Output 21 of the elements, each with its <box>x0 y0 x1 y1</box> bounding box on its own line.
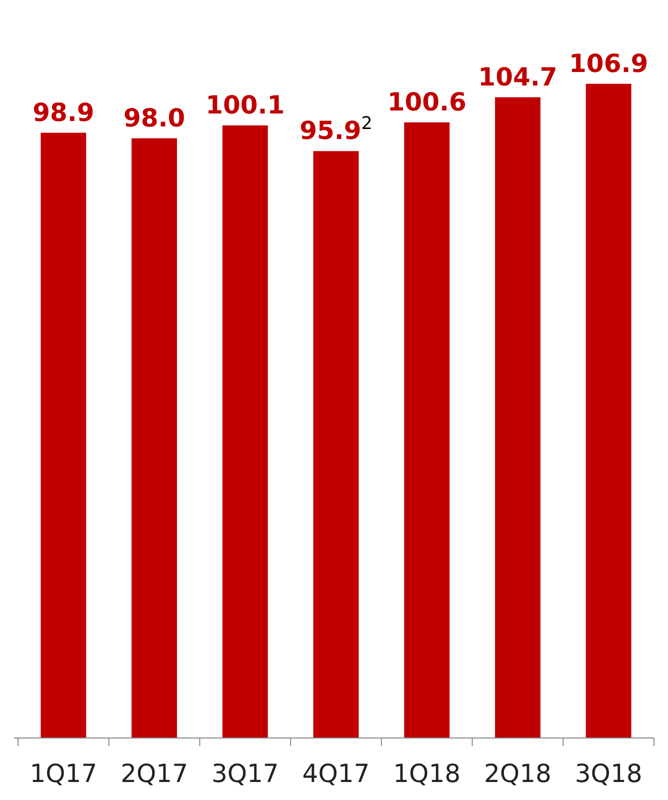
x-tick-label: 1Q18 <box>393 759 461 788</box>
data-label: 98.0 <box>123 103 186 132</box>
data-label: 98.9 <box>32 98 94 127</box>
x-tick-label: 4Q17 <box>302 759 370 788</box>
bar <box>40 132 86 738</box>
bar <box>586 84 632 738</box>
data-label: 95.9$^{2}$ <box>300 114 372 146</box>
data-label: 106.9 <box>569 48 648 78</box>
x-tick-label: 3Q17 <box>211 759 279 788</box>
data-label: 100.6 <box>387 87 466 116</box>
bar <box>222 125 268 738</box>
x-tick-label: 2Q17 <box>120 759 188 788</box>
x-tick-label: 3Q18 <box>574 759 642 788</box>
x-tick-label: 2Q18 <box>484 759 552 788</box>
bar <box>313 151 359 738</box>
x-tick-label: 1Q17 <box>30 759 98 788</box>
data-label: 100.1 <box>206 90 285 120</box>
bar <box>495 97 540 738</box>
data-label: 104.7 <box>478 62 558 92</box>
bar <box>132 138 177 738</box>
bar <box>404 122 450 738</box>
